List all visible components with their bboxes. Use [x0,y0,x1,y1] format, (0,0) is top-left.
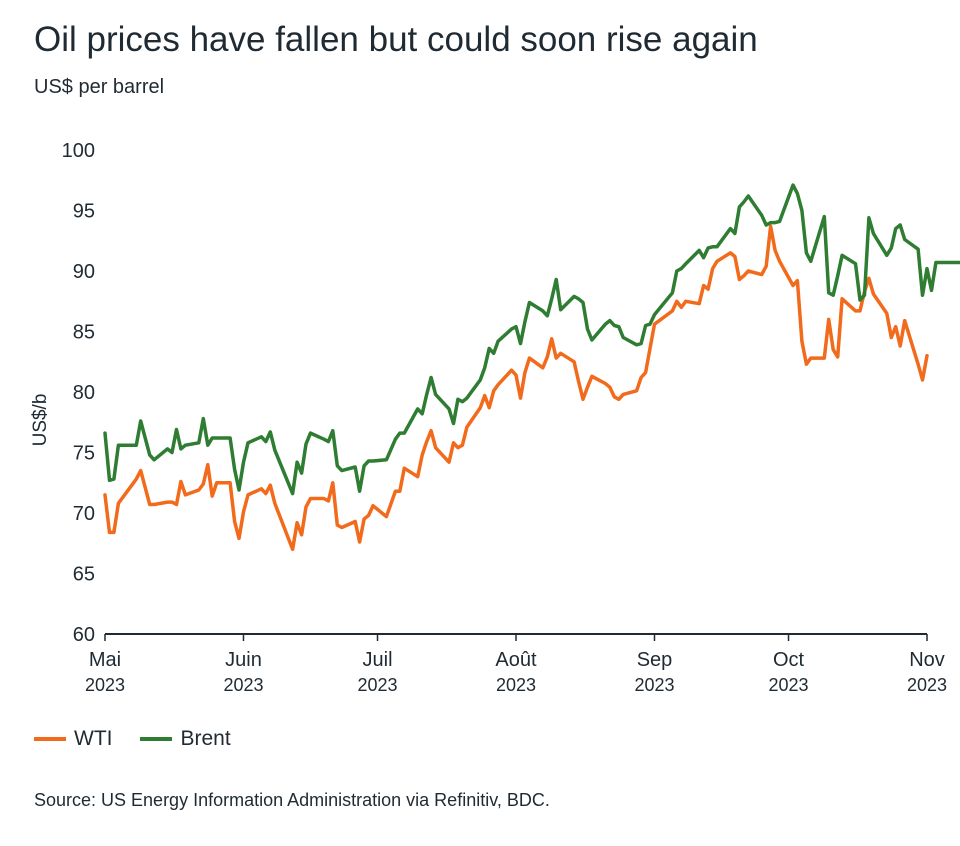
x-tick-year-label: 2023 [496,675,536,695]
series-line-wti [103,224,929,552]
chart-title: Oil prices have fallen but could soon ri… [34,20,758,59]
y-tick-label: 90 [73,261,95,283]
legend-item-wti: WTI [34,727,112,751]
chart-subtitle: US$ per barrel [34,76,165,98]
x-tick-month-label: Sep [637,649,673,671]
x-tick-year-label: 2023 [634,675,674,695]
x-tick-month-label: Oct [773,649,805,671]
x-tick-year-label: 2023 [907,675,947,695]
source-note: Source: US Energy Information Administra… [34,790,550,810]
y-tick-label: 70 [73,503,95,525]
oil-price-chart: 60 65 70 75 80 85 90 95 100 US$/b Mai 2023 Juin 202… [30,140,960,695]
x-tick-month-label: Juin [225,649,262,671]
legend-swatch-wti [34,737,66,741]
y-tick-label: 60 [73,624,95,646]
series-lines [103,183,960,552]
y-tick-label: 95 [73,201,95,223]
y-tick-label: 100 [62,140,95,162]
series-line-brent [103,183,960,496]
x-tick-month-label: Août [495,649,537,671]
y-axis-title: US$/b [30,394,51,447]
x-tick-year-label: 2023 [768,675,808,695]
y-tick-label: 85 [73,322,95,344]
x-tick-month-label: Mai [89,649,121,671]
x-axis-ticks: Mai 2023 Juin 2023 Juil 2023 Août 2023 Sep 2023 Oc… [85,634,947,695]
y-tick-label: 75 [73,443,95,465]
y-axis-ticks: 60 65 70 75 80 85 90 95 100 [62,140,95,646]
x-tick-month-label: Nov [909,649,945,671]
legend-label-wti: WTI [74,727,113,750]
legend-label-brent: Brent [180,727,231,750]
x-tick-year-label: 2023 [223,675,263,695]
x-tick-month-label: Juil [363,649,393,671]
legend-swatch-brent [140,737,173,741]
legend-item-brent: Brent [140,727,231,751]
y-tick-label: 65 [73,564,95,586]
y-tick-label: 80 [73,382,95,404]
x-tick-year-label: 2023 [85,675,125,695]
legend: WTI Brent [34,727,259,751]
x-tick-year-label: 2023 [357,675,397,695]
